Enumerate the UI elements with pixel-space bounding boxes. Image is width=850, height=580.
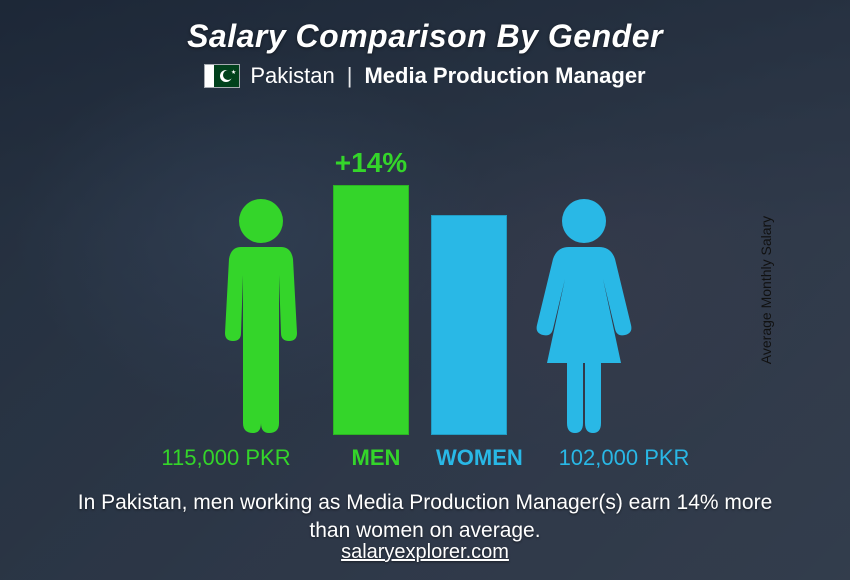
pakistan-flag-icon: ★ xyxy=(204,64,240,88)
men-bar-col: +14% xyxy=(333,147,409,435)
job-title-label: Media Production Manager xyxy=(364,63,645,89)
labels-row: 115,000 PKR MEN WOMEN 102,000 PKR xyxy=(105,445,745,471)
footer-link[interactable]: salaryexplorer.com xyxy=(0,541,850,564)
y-axis-label: Average Monthly Salary xyxy=(758,216,774,364)
men-bar xyxy=(333,185,409,435)
men-category-label: MEN xyxy=(338,445,414,471)
pct-diff-label: +14% xyxy=(335,147,407,179)
description-text: In Pakistan, men working as Media Produc… xyxy=(65,489,785,546)
women-salary-label: 102,000 PKR xyxy=(534,445,714,471)
men-salary-label: 115,000 PKR xyxy=(136,445,316,471)
women-icon-col xyxy=(529,195,639,435)
woman-icon xyxy=(529,195,639,435)
separator: | xyxy=(347,63,353,89)
women-category-label: WOMEN xyxy=(436,445,512,471)
man-icon xyxy=(211,195,311,435)
men-icon-col xyxy=(211,195,311,435)
women-bar xyxy=(431,215,507,435)
subtitle-row: ★ Pakistan | Media Production Manager xyxy=(204,63,645,89)
page-title: Salary Comparison By Gender xyxy=(187,18,663,55)
chart-area: +14% xyxy=(105,115,745,435)
women-bar-col xyxy=(431,215,507,435)
country-label: Pakistan xyxy=(250,63,334,89)
infographic-container: Salary Comparison By Gender ★ Pakistan |… xyxy=(0,0,850,580)
